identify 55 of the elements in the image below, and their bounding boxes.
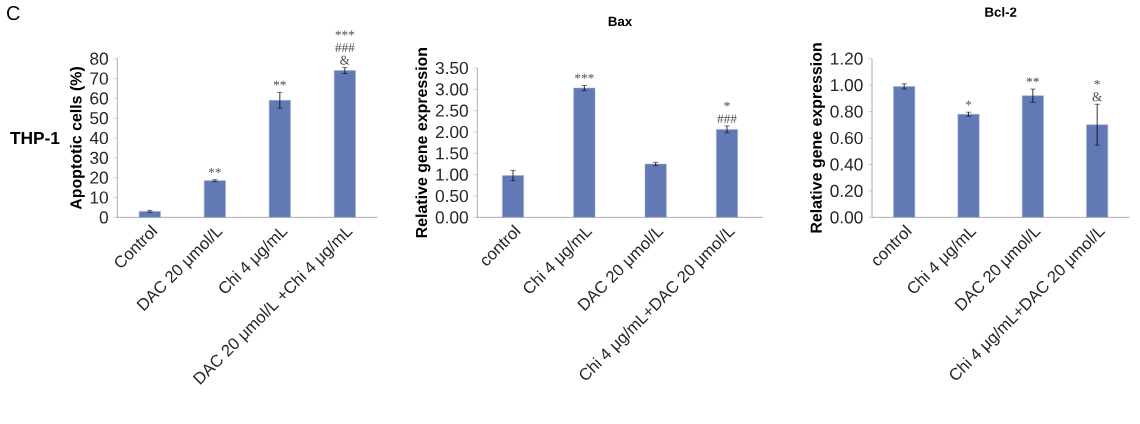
bar	[957, 113, 980, 218]
y-tick-label: 2.00	[435, 125, 468, 139]
bar	[1086, 124, 1109, 218]
annotation: ***	[575, 73, 594, 79]
annotation: ###	[335, 43, 355, 52]
text: THP-1	[10, 132, 60, 144]
bar	[502, 175, 524, 218]
annotation: *	[724, 101, 730, 107]
y-tick-label: 80	[90, 52, 108, 65]
y-tick-label: 0.40	[830, 158, 863, 171]
bar	[333, 70, 356, 218]
y-tick-label: 3.50	[435, 61, 468, 75]
bar	[573, 87, 596, 218]
annotation: **	[273, 80, 286, 86]
y-tick-label: 1.50	[436, 147, 468, 160]
annotation: *	[1094, 79, 1100, 85]
y-axis-title: Relative gene expression	[810, 43, 826, 233]
y-tick-label: 50	[90, 112, 108, 125]
y-tick-label: 10	[90, 191, 108, 204]
bar	[138, 211, 161, 218]
y-tick-label: 20	[90, 171, 108, 184]
y-tick-label: 0.80	[830, 105, 863, 118]
y-tick-label: 70	[90, 72, 108, 85]
chart-title: Bax	[608, 16, 633, 27]
y-tick-label: 1.20	[831, 52, 863, 65]
bar	[268, 100, 291, 218]
annotation: **	[1026, 77, 1039, 83]
y-tick-label: 0.00	[830, 211, 863, 224]
y-tick-label: 2.50	[435, 104, 468, 117]
annotation: &	[340, 55, 350, 65]
y-tick-label: 0.20	[830, 184, 863, 197]
y-tick-label: 0.60	[830, 131, 863, 145]
annotation: ###	[717, 114, 737, 124]
bar	[644, 163, 667, 218]
annotation: **	[208, 168, 221, 173]
annotation: *	[965, 100, 972, 106]
y-tick-label: 0.00	[435, 211, 468, 224]
y-tick-label: 0.50	[435, 189, 468, 203]
text: C	[7, 6, 20, 21]
y-tick-label: 0	[99, 211, 108, 224]
bar	[716, 129, 738, 218]
bar	[1021, 95, 1044, 218]
y-tick-label: 3.00	[435, 83, 468, 96]
annotation: ***	[335, 30, 355, 36]
y-axis-title: Relative gene expression	[415, 47, 431, 238]
y-tick-label: 40	[89, 131, 108, 145]
y-tick-label: 1.00	[436, 168, 468, 181]
chart-title: Bcl-2	[985, 7, 1017, 17]
bar	[893, 86, 916, 218]
y-tick-label: 30	[90, 151, 108, 164]
y-axis-title: Apoptotic cells (%)	[69, 67, 85, 210]
annotation: &	[1092, 92, 1103, 102]
y-tick-label: 1.00	[831, 78, 863, 92]
bar	[203, 180, 226, 218]
y-tick-label: 60	[90, 92, 108, 105]
